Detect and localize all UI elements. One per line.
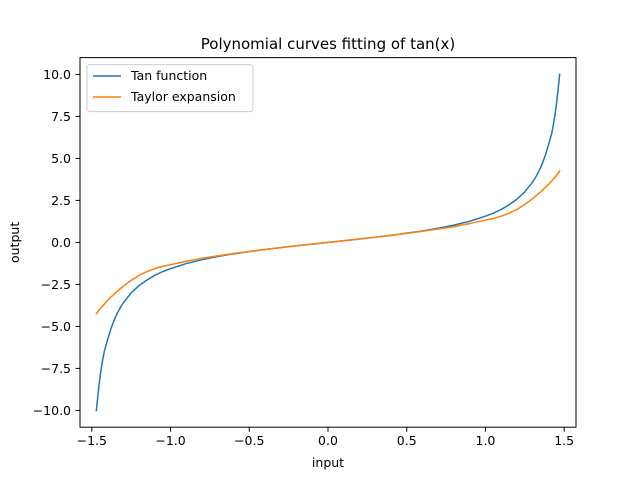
y-axis-label: output bbox=[7, 222, 22, 263]
y-tick-label: 2.5 bbox=[51, 193, 71, 208]
y-tick-label: −7.5 bbox=[41, 361, 71, 376]
legend-label-tan: Tan function bbox=[130, 68, 207, 83]
x-axis-label: input bbox=[312, 455, 344, 470]
plot-frame bbox=[79, 57, 577, 428]
y-tick-label: −2.5 bbox=[41, 277, 71, 292]
y-tick-label: −10.0 bbox=[33, 403, 71, 418]
x-tick-label: 1.0 bbox=[476, 433, 496, 448]
series-layer bbox=[95, 73, 561, 412]
x-tick-label: −0.5 bbox=[234, 433, 264, 448]
y-tick-label: 7.5 bbox=[51, 109, 71, 124]
x-tick-label: 1.5 bbox=[554, 433, 574, 448]
x-tick-label: −1.5 bbox=[77, 433, 107, 448]
y-tick-label: −5.0 bbox=[41, 319, 71, 334]
chart-title: Polynomial curves fitting of tan(x) bbox=[201, 35, 456, 53]
x-tick-label: −1.0 bbox=[155, 433, 185, 448]
x-tick-label: 0.0 bbox=[318, 433, 338, 448]
series-line-taylor bbox=[95, 169, 561, 315]
legend-box bbox=[86, 64, 254, 113]
legend: Tan function Taylor expansion bbox=[86, 64, 254, 113]
y-tick-label: 0.0 bbox=[51, 235, 71, 250]
x-tick-label: 0.5 bbox=[397, 433, 417, 448]
ticks-layer: −1.5 −1.0 −0.5 0.0 0.5 1.0 1.5 −10.0 −7.5 −5.0 −2.… bbox=[33, 67, 574, 448]
y-tick-label: 5.0 bbox=[51, 151, 71, 166]
legend-label-taylor: Taylor expansion bbox=[130, 89, 236, 104]
y-tick-label: 10.0 bbox=[43, 67, 71, 82]
